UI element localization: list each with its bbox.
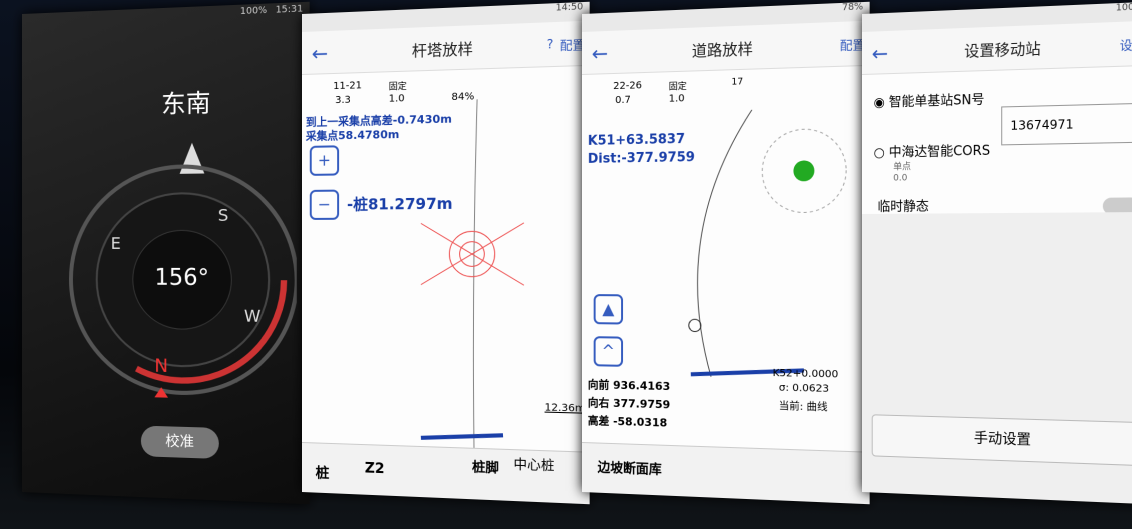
cardinal: N xyxy=(154,356,168,377)
help[interactable]: ? xyxy=(546,36,554,52)
current: 当前: 曲线 xyxy=(778,401,828,414)
status-battery: 100% xyxy=(239,5,268,18)
map xyxy=(361,97,566,453)
tower-screen: 14:50 ← 杆塔放样 ? 配置 11-21 3.3 固定 1.0 84% 到… xyxy=(302,1,590,505)
expand[interactable]: ^ xyxy=(593,336,624,367)
cardinal: S xyxy=(218,205,229,225)
num: 17 xyxy=(731,77,744,88)
zoom-out[interactable]: − xyxy=(309,189,340,220)
fix: 固定 xyxy=(388,81,407,93)
map xyxy=(651,107,857,390)
option-sn[interactable]: ◉ 智能单基站SN号 xyxy=(873,92,985,111)
status-time: 15:31 xyxy=(275,4,304,16)
fix: 固定 xyxy=(668,81,687,93)
sn-input[interactable]: 13674971 xyxy=(1001,102,1132,146)
zoom-in[interactable]: + xyxy=(309,145,340,176)
sat-sub: 0.7 xyxy=(615,94,631,107)
sat-sub: 3.3 xyxy=(335,94,351,107)
sigma: σ: 0.0623 xyxy=(778,382,830,395)
right: 向右 377.9759 xyxy=(587,396,671,412)
cardinal: E xyxy=(111,233,121,253)
heading: 东南 xyxy=(161,88,211,119)
calibrate-button[interactable]: 校准 xyxy=(140,425,219,459)
tab[interactable]: 桩脚 xyxy=(471,460,499,477)
static-label: 临时静态 xyxy=(877,199,929,215)
fix-sub: 1.0 xyxy=(668,93,685,105)
next-station: K52+0.0000 xyxy=(772,367,839,381)
degrees: 156° xyxy=(155,265,209,291)
nav-arrow[interactable]: ▲ xyxy=(593,294,624,325)
height: 高差 -58.0318 xyxy=(587,414,668,430)
scale: 12.36m xyxy=(544,402,586,415)
tab[interactable]: 中心桩 xyxy=(513,457,555,475)
single: 单点 xyxy=(893,162,911,173)
sat: 22-26 xyxy=(613,80,642,93)
road-screen: 78% ← 道路放样 配置 22-26 0.7 固定 1.0 17 K51+63… xyxy=(582,1,870,505)
slope-library[interactable]: 边坡断面库 xyxy=(597,460,662,479)
sat: 11-21 xyxy=(333,80,362,93)
config[interactable]: 设置 xyxy=(1119,37,1132,54)
tab[interactable]: Z2 xyxy=(364,460,385,478)
single-value: 0.0 xyxy=(893,173,908,184)
cardinal: W xyxy=(244,306,261,326)
option-cors[interactable]: ○ 中海达智能CORS xyxy=(873,143,991,161)
compass-screen: 15:31 100% 东南 156° N E S W 校准 xyxy=(22,1,310,505)
settings-screen: 100% ← 设置移动站 设置 ◉ 智能单基站SN号 13674971 ○ 中海… xyxy=(862,1,1132,505)
option-label: 智能单基站SN号 xyxy=(888,92,985,111)
option-label: 中海达智能CORS xyxy=(888,143,991,161)
tab[interactable]: 桩 xyxy=(315,465,330,483)
compass-dial: 156° N E S W xyxy=(41,142,296,401)
forward: 向前 936.4163 xyxy=(587,378,671,394)
